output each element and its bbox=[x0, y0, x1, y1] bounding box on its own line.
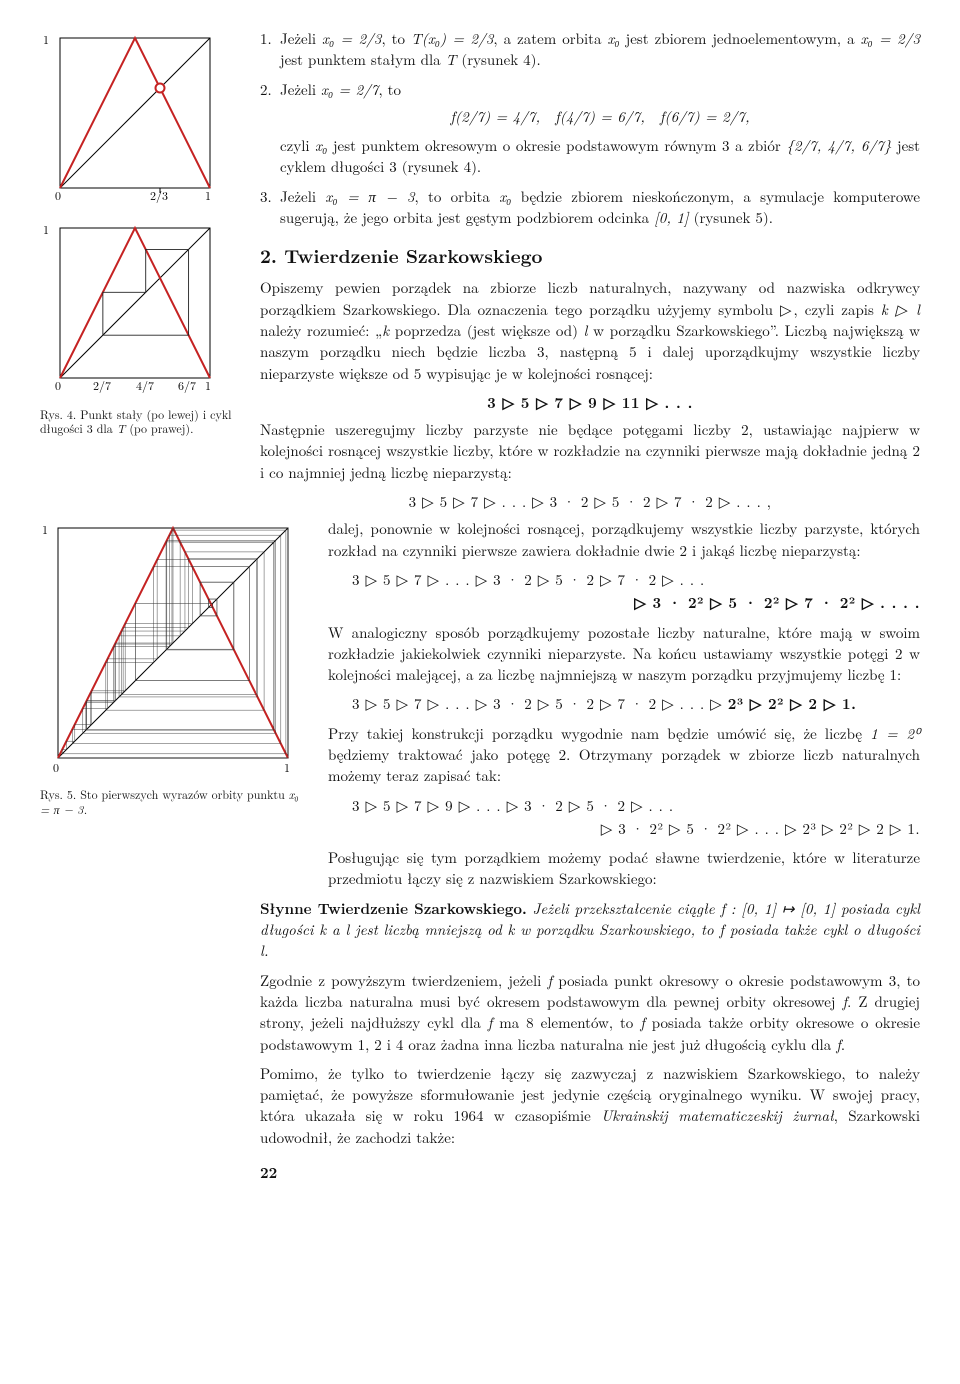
item-2-body: Jeżeli x₀ = 2/7, to f(2/7) = 4/7, f(4/7)… bbox=[280, 79, 920, 178]
figure-4b: 1 0 2/7 4/7 6/7 1 bbox=[40, 218, 240, 398]
main-top: 1. Jeżeli x₀ = 2/3, to T(x₀) = 2/3, a za… bbox=[260, 28, 920, 518]
item-1-num: 1. bbox=[260, 28, 280, 71]
fig4b-svg: 1 0 2/7 4/7 6/7 1 bbox=[40, 218, 220, 398]
item-2-num: 2. bbox=[260, 79, 280, 178]
ordering-4: 3 ▷ 5 ▷ 7 ▷ . . . ▷ 3 · 2 ▷ 5 · 2 ▷ 7 · … bbox=[352, 693, 920, 714]
fig4b-xtick-0: 0 bbox=[55, 377, 61, 394]
list-item-1: 1. Jeżeli x₀ = 2/3, to T(x₀) = 2/3, a za… bbox=[260, 28, 920, 71]
page-number: 22 bbox=[260, 1162, 920, 1183]
fig4b-xtick-47: 4/7 bbox=[136, 377, 154, 394]
theorem: Słynne Twierdzenie Szarkowskiego. Jeżeli… bbox=[260, 898, 920, 962]
fig4b-ytick-1: 1 bbox=[43, 221, 49, 238]
fig4a-ytick-1: 1 bbox=[43, 31, 49, 48]
fig4b-xtick-27: 2/7 bbox=[93, 377, 111, 394]
row-mid: 1 0 1 Rys. 5. Sto pierwszych wyrazów orb… bbox=[40, 518, 920, 897]
row-top: 1 0 2/3 1 1 0 2/7 4/ bbox=[40, 28, 920, 518]
list-item-2: 2. Jeżeli x₀ = 2/7, to f(2/7) = 4/7, f(4… bbox=[260, 79, 920, 178]
ordering-2: 3 ▷ 5 ▷ 7 ▷ . . . ▷ 3 · 2 ▷ 5 · 2 ▷ 7 · … bbox=[260, 491, 920, 512]
figure-5: 1 0 1 bbox=[40, 518, 310, 778]
fig4a-xtick-1: 1 bbox=[205, 187, 211, 204]
fig5-xtick-0: 0 bbox=[53, 759, 59, 776]
fig4a-xtick-2-3: 2/3 bbox=[150, 187, 168, 204]
section-title: 2. Twierdzenie Szarkowskiego bbox=[260, 242, 920, 269]
ordering-3b: ▷ 3 · 2² ▷ 5 · 2² ▷ 7 · 2² ▷ . . . . bbox=[328, 592, 920, 613]
fig5-xtick-1: 1 bbox=[284, 759, 290, 776]
fig5-svg: 1 0 1 bbox=[40, 518, 300, 778]
paragraph-4: W analogiczny sposób porządkujemy pozost… bbox=[328, 622, 920, 686]
item-3-num: 3. bbox=[260, 186, 280, 229]
item-3-body: Jeżeli x₀ = π − 3, to orbita x₀ będzie z… bbox=[280, 186, 920, 229]
fig5-ytick-1: 1 bbox=[42, 521, 48, 538]
fig4b-xtick-1: 1 bbox=[205, 377, 211, 394]
list-item-3: 3. Jeżeli x₀ = π − 3, to orbita x₀ będzi… bbox=[260, 186, 920, 229]
figure-5-caption: Rys. 5. Sto pierwszych wyrazów orbity pu… bbox=[40, 788, 310, 817]
figure-4a: 1 0 2/3 1 bbox=[40, 28, 240, 208]
ordering-5a: 3 ▷ 5 ▷ 7 ▷ 9 ▷ . . . ▷ 3 · 2 ▷ 5 · 2 ▷ … bbox=[352, 795, 920, 816]
ordering-3a: 3 ▷ 5 ▷ 7 ▷ . . . ▷ 3 · 2 ▷ 5 · 2 ▷ 7 · … bbox=[352, 569, 920, 590]
paragraph-6: Posługując się tym porządkiem możemy pod… bbox=[328, 847, 920, 890]
item-1-body: Jeżeli x₀ = 2/3, to T(x₀) = 2/3, a zatem… bbox=[280, 28, 920, 71]
ordering-5b: ▷ 3 · 2² ▷ 5 · 2² ▷ . . . ▷ 2³ ▷ 2² ▷ 2 … bbox=[328, 818, 920, 839]
left-column-fig5: 1 0 1 Rys. 5. Sto pierwszych wyrazów orb… bbox=[40, 518, 310, 817]
paragraph-7: Zgodnie z powyższym twierdzeniem, jeżeli… bbox=[260, 970, 920, 1055]
paragraph-3: dalej, ponownie w kolejności rosnącej, p… bbox=[328, 518, 920, 561]
ordering-1: 3 ▷ 5 ▷ 7 ▷ 9 ▷ 11 ▷ . . . bbox=[260, 392, 920, 413]
fig4-cap-b: (po prawej). bbox=[125, 420, 193, 437]
main-mid: dalej, ponownie w kolejności rosnącej, p… bbox=[328, 518, 920, 897]
paragraph-8: Pomimo, że tylko to twierdzenie łączy si… bbox=[260, 1063, 920, 1148]
fig4a-xtick-0: 0 bbox=[55, 187, 61, 204]
paragraph-2: Następnie uszeregujmy liczby parzyste ni… bbox=[260, 419, 920, 483]
fig4a-svg: 1 0 2/3 1 bbox=[40, 28, 220, 208]
item-2-equation: f(2/7) = 4/7, f(4/7) = 6/7, f(6/7) = 2/7… bbox=[280, 106, 920, 127]
paragraph-5: Przy takiej konstrukcji porządku wygodni… bbox=[328, 723, 920, 787]
bottom-block: Słynne Twierdzenie Szarkowskiego. Jeżeli… bbox=[260, 898, 920, 1184]
fig4b-xtick-67: 6/7 bbox=[178, 377, 196, 394]
figure-4-caption: Rys. 4. Punkt stały (po lewej) i cykl dł… bbox=[40, 408, 240, 437]
paragraph-1: Opiszemy pewien porządek na zbiorze licz… bbox=[260, 277, 920, 383]
theorem-head: Słynne Twierdzenie Szarkowskiego. bbox=[260, 898, 527, 919]
left-column-figs4: 1 0 2/3 1 1 0 2/7 4/ bbox=[40, 28, 240, 437]
